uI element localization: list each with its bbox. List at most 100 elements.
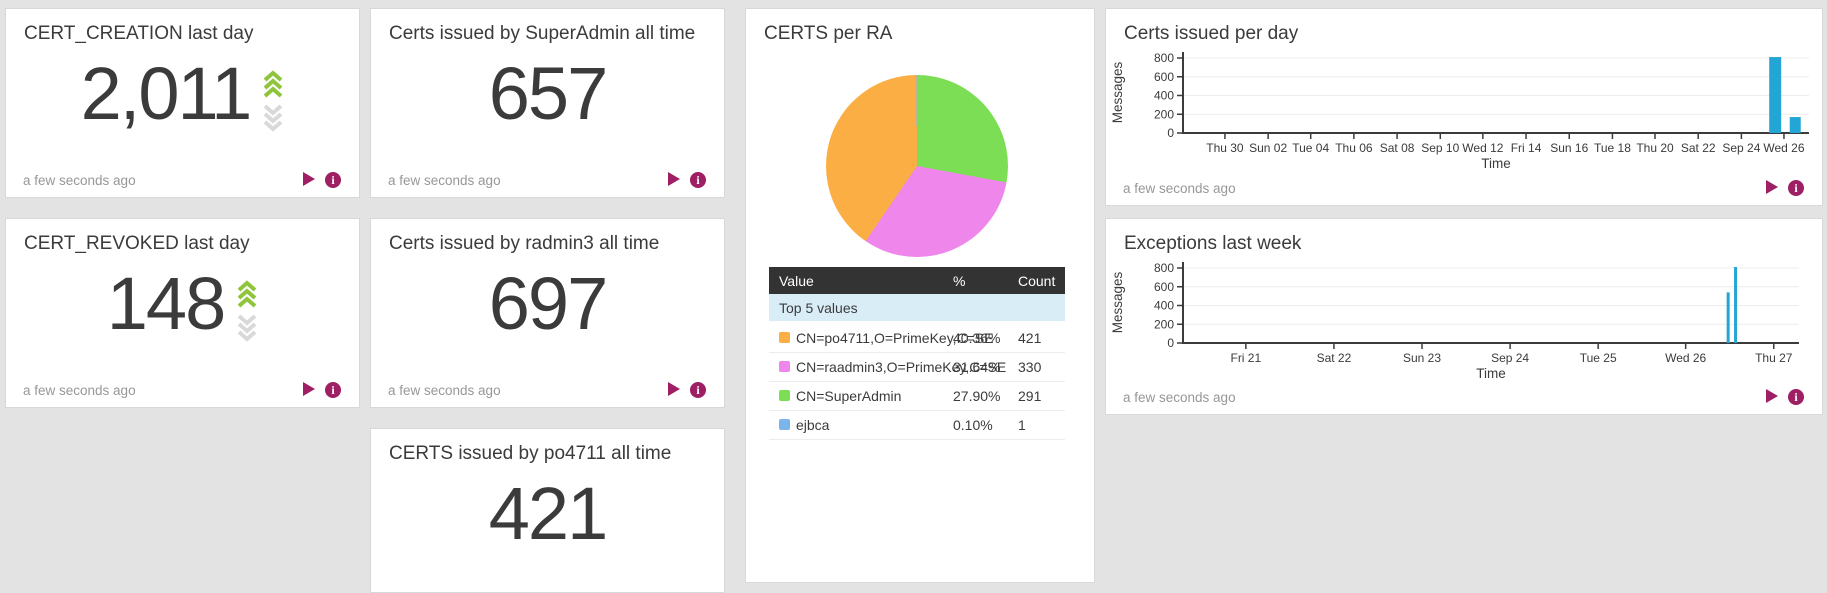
widget-title: Certs issued per day bbox=[1124, 23, 1299, 44]
value-count: 421 bbox=[1018, 330, 1042, 346]
svg-text:Sun 23: Sun 23 bbox=[1403, 351, 1441, 365]
widget-title: Certs issued by SuperAdmin all time bbox=[389, 23, 696, 44]
widget-certs-per-ra: CERTS per RA Value % Count Top 5 values … bbox=[745, 8, 1095, 583]
trend-indicator bbox=[264, 70, 283, 132]
svg-text:0: 0 bbox=[1167, 126, 1174, 140]
updated-text: a few seconds ago bbox=[388, 383, 501, 398]
svg-text:Fri 21: Fri 21 bbox=[1230, 351, 1261, 365]
value-label: CN=po4711,O=PrimeKey,C=SE bbox=[796, 330, 994, 346]
play-button[interactable] bbox=[303, 172, 315, 186]
play-button[interactable] bbox=[1766, 389, 1778, 403]
widget-title: CERTS per RA bbox=[764, 23, 893, 44]
column-header-value: Value bbox=[779, 272, 814, 289]
info-button[interactable]: i bbox=[1788, 180, 1804, 196]
counter: 421 bbox=[371, 469, 724, 559]
info-button[interactable]: i bbox=[325, 172, 341, 188]
info-icon: i bbox=[696, 173, 700, 187]
svg-text:200: 200 bbox=[1154, 107, 1174, 121]
svg-text:Thu 27: Thu 27 bbox=[1755, 351, 1793, 365]
value-label: CN=raadmin3,O=PrimeKey,C=SE bbox=[796, 359, 1007, 375]
info-icon: i bbox=[1794, 181, 1798, 195]
svg-text:Sun 02: Sun 02 bbox=[1249, 141, 1287, 155]
updated-text: a few seconds ago bbox=[388, 173, 501, 188]
value-percent: 0.10% bbox=[953, 417, 993, 433]
value-row: CN=SuperAdmin 27.90% 291 bbox=[769, 382, 1065, 411]
svg-text:Sat 08: Sat 08 bbox=[1380, 141, 1415, 155]
trend-up-icon bbox=[264, 70, 283, 98]
widget-exceptions-last-week: Exceptions last week 0 200 400 600 800 Fri 21… bbox=[1105, 218, 1823, 415]
counter: 2,011 bbox=[6, 49, 359, 139]
trend-down-icon bbox=[237, 314, 257, 342]
svg-text:Tue 04: Tue 04 bbox=[1292, 141, 1329, 155]
svg-text:600: 600 bbox=[1154, 70, 1174, 84]
info-icon: i bbox=[331, 173, 335, 187]
color-swatch-icon bbox=[779, 361, 790, 372]
updated-text: a few seconds ago bbox=[1123, 181, 1236, 196]
trend-indicator bbox=[237, 280, 257, 342]
widget-title: CERTS issued by po4711 all time bbox=[389, 443, 672, 464]
updated-text: a few seconds ago bbox=[1123, 390, 1236, 405]
column-header-count: Count bbox=[1018, 272, 1056, 289]
counter: 657 bbox=[371, 49, 724, 139]
value-label: CN=SuperAdmin bbox=[796, 388, 902, 404]
play-button[interactable] bbox=[1766, 180, 1778, 194]
svg-text:Thu 20: Thu 20 bbox=[1636, 141, 1674, 155]
svg-text:Tue 18: Tue 18 bbox=[1594, 141, 1631, 155]
value-percent: 31.64% bbox=[953, 359, 1001, 375]
table-body: CN=po4711,O=PrimeKey,C=SE 40.36% 421 CN=raa… bbox=[769, 324, 1065, 440]
svg-text:Sat 22: Sat 22 bbox=[1681, 141, 1716, 155]
svg-text:400: 400 bbox=[1154, 299, 1174, 313]
column-header-percent: % bbox=[953, 272, 966, 289]
play-button[interactable] bbox=[668, 172, 680, 186]
svg-text:Fri 14: Fri 14 bbox=[1511, 141, 1542, 155]
widget-certs-po4711: CERTS issued by po4711 all time 421 bbox=[370, 428, 725, 593]
value-count: 291 bbox=[1018, 388, 1042, 404]
pie-chart bbox=[826, 75, 1008, 257]
widget-value: 148 bbox=[106, 262, 226, 345]
widget-value: 657 bbox=[488, 52, 608, 135]
svg-text:800: 800 bbox=[1154, 51, 1174, 65]
widget-cert-revoked: CERT_REVOKED last day 148 a few seconds … bbox=[5, 218, 360, 408]
trend-down-icon bbox=[264, 104, 283, 132]
svg-text:Messages: Messages bbox=[1110, 61, 1125, 123]
widget-cert-creation: CERT_CREATION last day 2,011 a few secon… bbox=[5, 8, 360, 198]
value-row: CN=raadmin3,O=PrimeKey,C=SE 31.64% 330 bbox=[769, 353, 1065, 382]
svg-text:800: 800 bbox=[1154, 261, 1174, 275]
widget-value: 697 bbox=[488, 262, 608, 345]
svg-text:Sep 24: Sep 24 bbox=[1491, 351, 1529, 365]
value-label: ejbca bbox=[796, 417, 830, 433]
svg-text:Wed 26: Wed 26 bbox=[1763, 141, 1804, 155]
svg-text:Sep 10: Sep 10 bbox=[1421, 141, 1459, 155]
svg-text:Time: Time bbox=[1476, 366, 1506, 381]
widget-certs-issued-per-day: Certs issued per day 0 200 400 600 800 Thu 30… bbox=[1105, 8, 1823, 206]
info-icon: i bbox=[696, 383, 700, 397]
dashboard: { "colors": { "accent": "#9e1f63", "bar"… bbox=[5, 8, 1823, 593]
info-button[interactable]: i bbox=[690, 382, 706, 398]
svg-text:Time: Time bbox=[1481, 156, 1511, 171]
widget-certs-radmin3: Certs issued by radmin3 all time 697 a f… bbox=[370, 218, 725, 408]
svg-text:600: 600 bbox=[1154, 280, 1174, 294]
value-count: 330 bbox=[1018, 359, 1042, 375]
updated-text: a few seconds ago bbox=[23, 173, 136, 188]
updated-text: a few seconds ago bbox=[23, 383, 136, 398]
info-button[interactable]: i bbox=[690, 172, 706, 188]
value-count: 1 bbox=[1018, 417, 1026, 433]
svg-text:Wed 26: Wed 26 bbox=[1665, 351, 1706, 365]
svg-text:Sep 24: Sep 24 bbox=[1722, 141, 1760, 155]
info-button[interactable]: i bbox=[325, 382, 341, 398]
bar-chart-certs-per-day: 0 200 400 600 800 Thu 30 Sun 02 Tue 04 Thu 06 Sat… bbox=[1110, 51, 1809, 171]
color-swatch-icon bbox=[779, 332, 790, 343]
info-icon: i bbox=[331, 383, 335, 397]
widget-value: 2,011 bbox=[80, 52, 253, 135]
widget-title: CERT_REVOKED last day bbox=[24, 233, 250, 254]
svg-text:Wed 12: Wed 12 bbox=[1462, 141, 1503, 155]
svg-text:Messages: Messages bbox=[1110, 271, 1125, 333]
color-swatch-icon bbox=[779, 390, 790, 401]
info-button[interactable]: i bbox=[1788, 389, 1804, 405]
play-button[interactable] bbox=[668, 382, 680, 396]
counter: 148 bbox=[6, 259, 359, 349]
value-row: CN=po4711,O=PrimeKey,C=SE 40.36% 421 bbox=[769, 324, 1065, 353]
play-button[interactable] bbox=[303, 382, 315, 396]
svg-text:200: 200 bbox=[1154, 317, 1174, 331]
widget-certs-superadmin: Certs issued by SuperAdmin all time 657 … bbox=[370, 8, 725, 198]
